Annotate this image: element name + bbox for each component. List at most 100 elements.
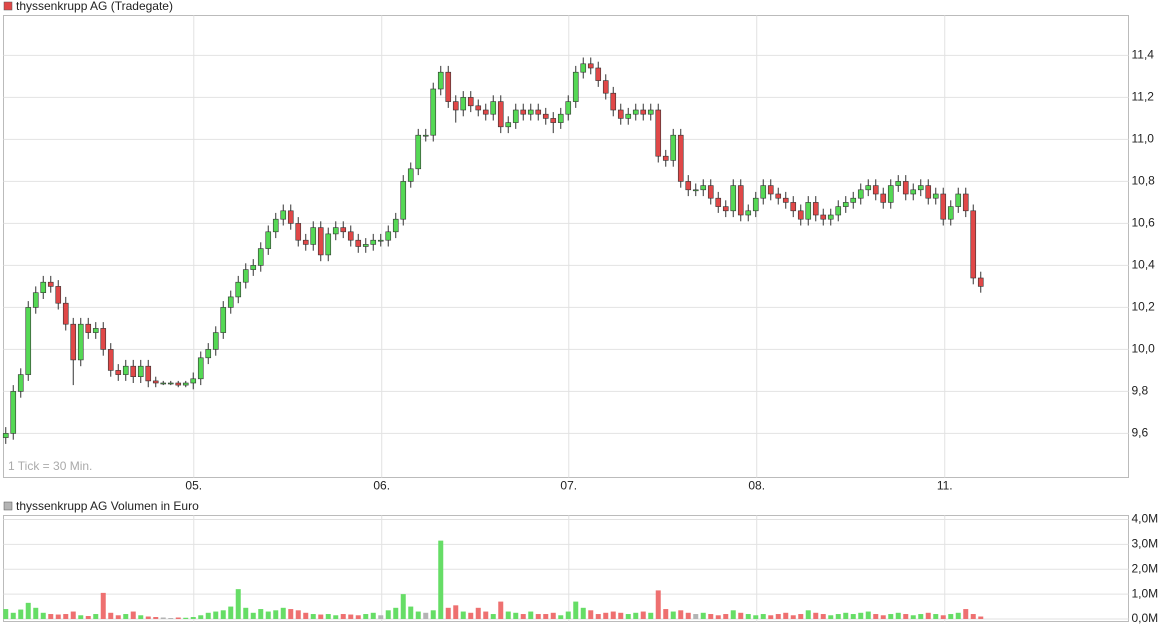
price-panel [3,15,1129,478]
volume-bar [610,611,616,620]
volume-bar [978,616,984,620]
y-tick-label: 4,0M [1132,512,1159,526]
candle-body [197,357,204,380]
candle-body [520,109,527,115]
volume-bar [243,607,249,620]
volume-bar [430,610,436,620]
volume-bar [355,615,361,620]
volume-bar [445,607,451,620]
candle-body [775,193,782,199]
candle-body [805,202,812,220]
volume-bar [910,615,916,620]
candle-body [910,189,917,195]
volume-bar [858,612,864,620]
volume-bar [340,614,346,620]
candle-body [205,349,212,359]
candle-body [490,101,497,115]
candle-body [257,248,264,266]
volume-bar [558,615,564,620]
candle-body [40,281,47,294]
legend-label: thyssenkrupp AG (Tradegate) [16,0,173,13]
volume-bar [700,612,706,620]
candle-body [152,380,159,384]
volume-bar [550,612,556,620]
volume-bar [693,614,699,620]
candle-body [302,239,309,245]
volume-bar [873,614,879,620]
candle-body [377,239,384,242]
volume-bar [40,612,46,620]
volume-bar [805,610,811,620]
volume-bar [865,611,871,620]
candle-body [835,206,842,216]
y-tick-label: 0,0M [1132,611,1159,625]
candle-body [332,227,339,235]
candle-body [2,433,9,438]
candle-body [400,181,407,220]
volume-bar [535,614,541,620]
candle-body [580,63,587,73]
candle-body [902,181,909,195]
candle-body [707,185,714,199]
candle-body [797,210,804,220]
candle-body [760,185,767,199]
candle-body [745,210,752,216]
volume-bar [813,612,819,620]
candle-body [385,231,392,241]
candle-body [962,193,969,212]
candle-body [610,92,617,111]
candle-body [625,113,632,119]
legend-swatch [3,1,13,11]
volume-bar [580,607,586,620]
volume-bar [895,612,901,620]
candle-body [325,233,332,256]
volume-bar [63,614,69,620]
volume-bar [498,601,504,620]
volume-bar [438,540,444,620]
candle-body [535,109,542,115]
y-tick-label: 11,4 [1132,48,1155,62]
volume-bar [265,611,271,620]
volume-bar [70,611,76,620]
candle-body [602,80,609,94]
candle-body [220,307,227,333]
volume-bar [168,618,174,620]
candle-body [77,323,84,361]
legend-label: thyssenkrupp AG Volumen in Euro [16,499,199,513]
volume-bar [783,612,789,620]
candle-body [527,109,534,115]
volume-bar [295,610,301,620]
volume-bar [903,614,909,620]
volume-bar [123,614,129,620]
volume-bar [190,617,196,620]
candle-body [10,391,17,434]
x-tick-label: 05. [185,479,202,493]
volume-bar [318,614,324,620]
candle-body [482,109,489,115]
y-tick-label: 10,8 [1132,174,1156,188]
candle-body [280,210,287,220]
volume-bar [835,614,841,620]
volume-bar [708,614,714,620]
candle-body [295,223,302,241]
candle-body [715,197,722,207]
volume-bar [648,612,654,620]
candle-body [475,105,482,111]
candle-body [55,286,62,304]
candle-body [692,189,699,192]
candle-body [542,113,549,119]
candle-body [370,239,377,245]
volume-bar [250,612,256,620]
volume-bar [475,607,481,620]
candle-body [977,277,984,287]
x-tick-label: 08. [748,479,765,493]
volume-bar [78,615,84,620]
candle-body [212,332,219,350]
y-tick-label: 10,4 [1132,258,1156,272]
candle-body [677,134,684,182]
volume-bar [55,614,61,620]
candle-body [670,134,677,161]
candle-body [415,134,422,170]
volume-bar [625,614,631,620]
